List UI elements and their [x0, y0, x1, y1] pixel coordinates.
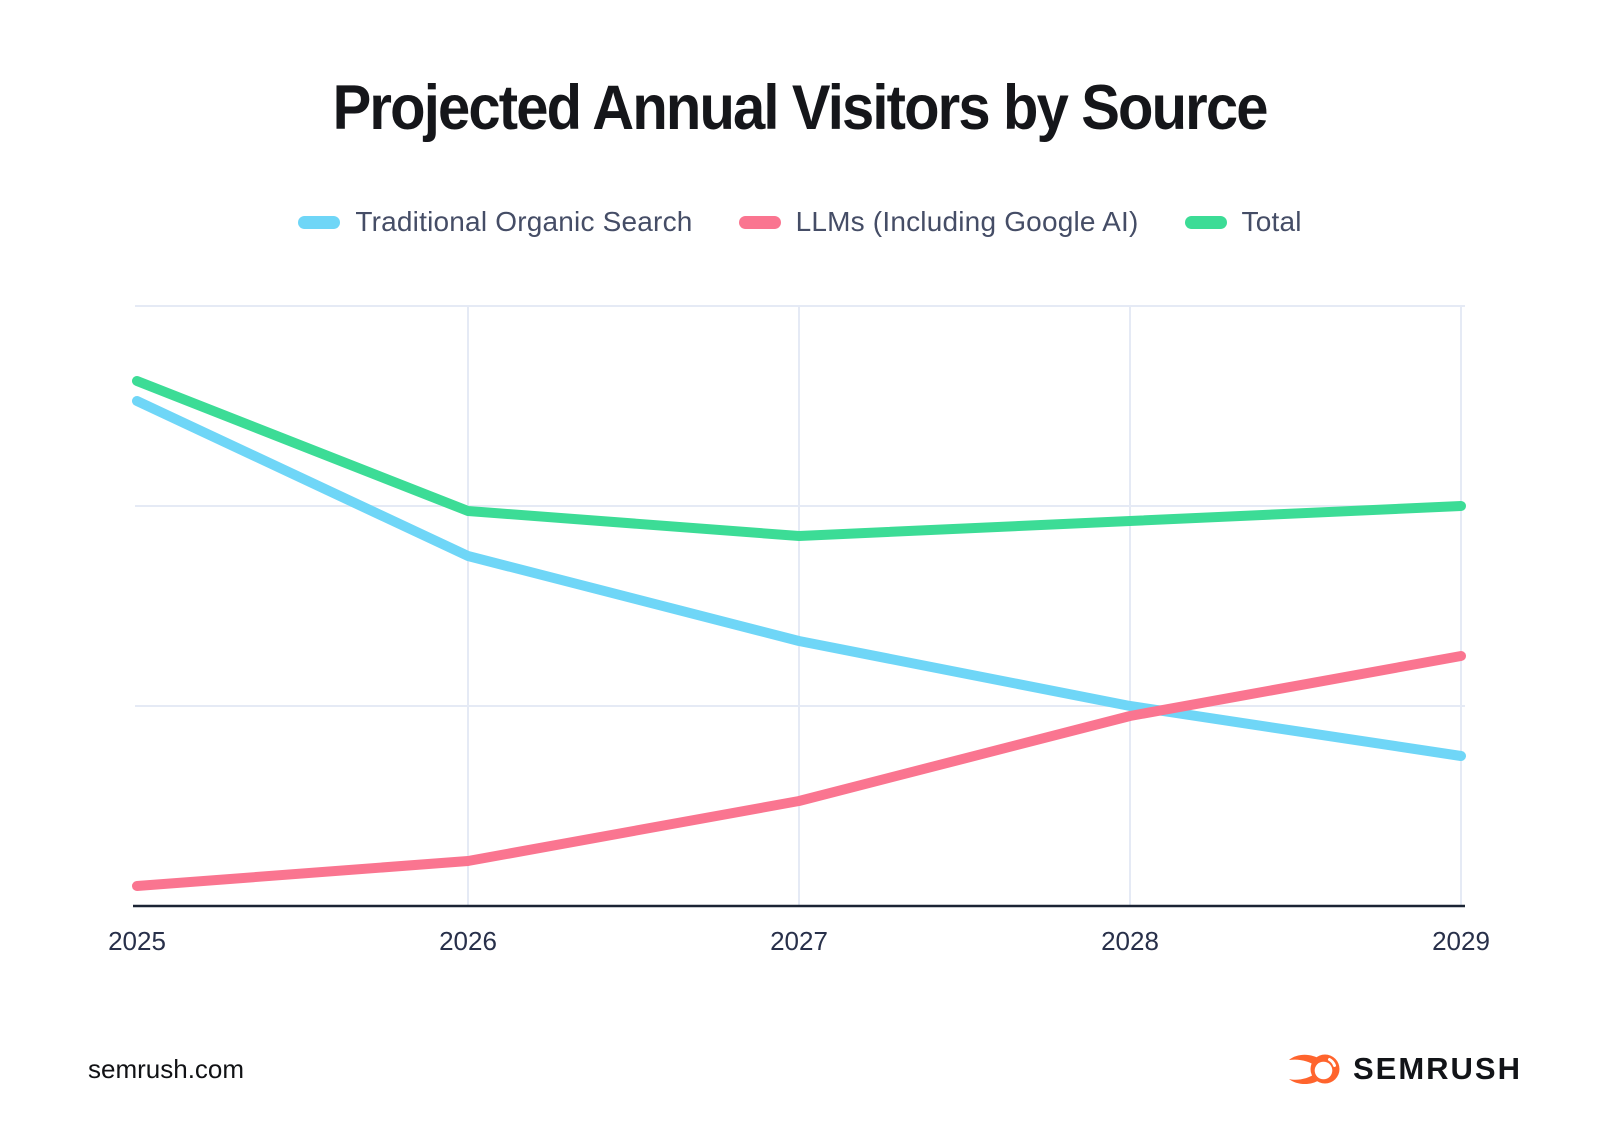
- legend-swatch: [298, 215, 341, 229]
- series-line-llms-including-google-ai: [132, 651, 1466, 891]
- legend-label: Traditional Organic Search: [355, 206, 693, 237]
- legend-item-2: LLMs (Including Google AI): [738, 206, 1139, 238]
- legend-swatch: [1184, 215, 1227, 229]
- semrush-flame-icon: [1288, 1054, 1340, 1085]
- x-tick-label-2029: 2029: [1432, 926, 1490, 956]
- source-url: semrush.com: [88, 1053, 245, 1084]
- x-tick-label-2026: 2026: [439, 926, 497, 956]
- series-line-traditional-organic-search: [132, 396, 1466, 761]
- footer: semrush.com SEMRUSH: [88, 1042, 1522, 1096]
- x-tick-label-2028: 2028: [1101, 926, 1159, 956]
- legend-label: LLMs (Including Google AI): [795, 206, 1139, 237]
- legend-item-3: Total: [1184, 206, 1302, 238]
- page-title-text: Projected Annual Visitors by Source: [332, 73, 1269, 143]
- x-tick-label-2027: 2027: [770, 926, 828, 956]
- page-title: Projected Annual Visitors by Source: [0, 73, 1600, 143]
- legend-swatch: [738, 215, 781, 229]
- x-tick-label-2025: 2025: [108, 926, 166, 956]
- semrush-logo: SEMRUSH: [1285, 1051, 1522, 1087]
- legend: Traditional Organic Search LLMs (Includin…: [0, 206, 1600, 238]
- series-line-total: [132, 376, 1466, 541]
- legend-label: Total: [1241, 206, 1302, 237]
- legend-item-1: Traditional Organic Search: [298, 206, 692, 238]
- semrush-wordmark: SEMRUSH: [1352, 1051, 1522, 1086]
